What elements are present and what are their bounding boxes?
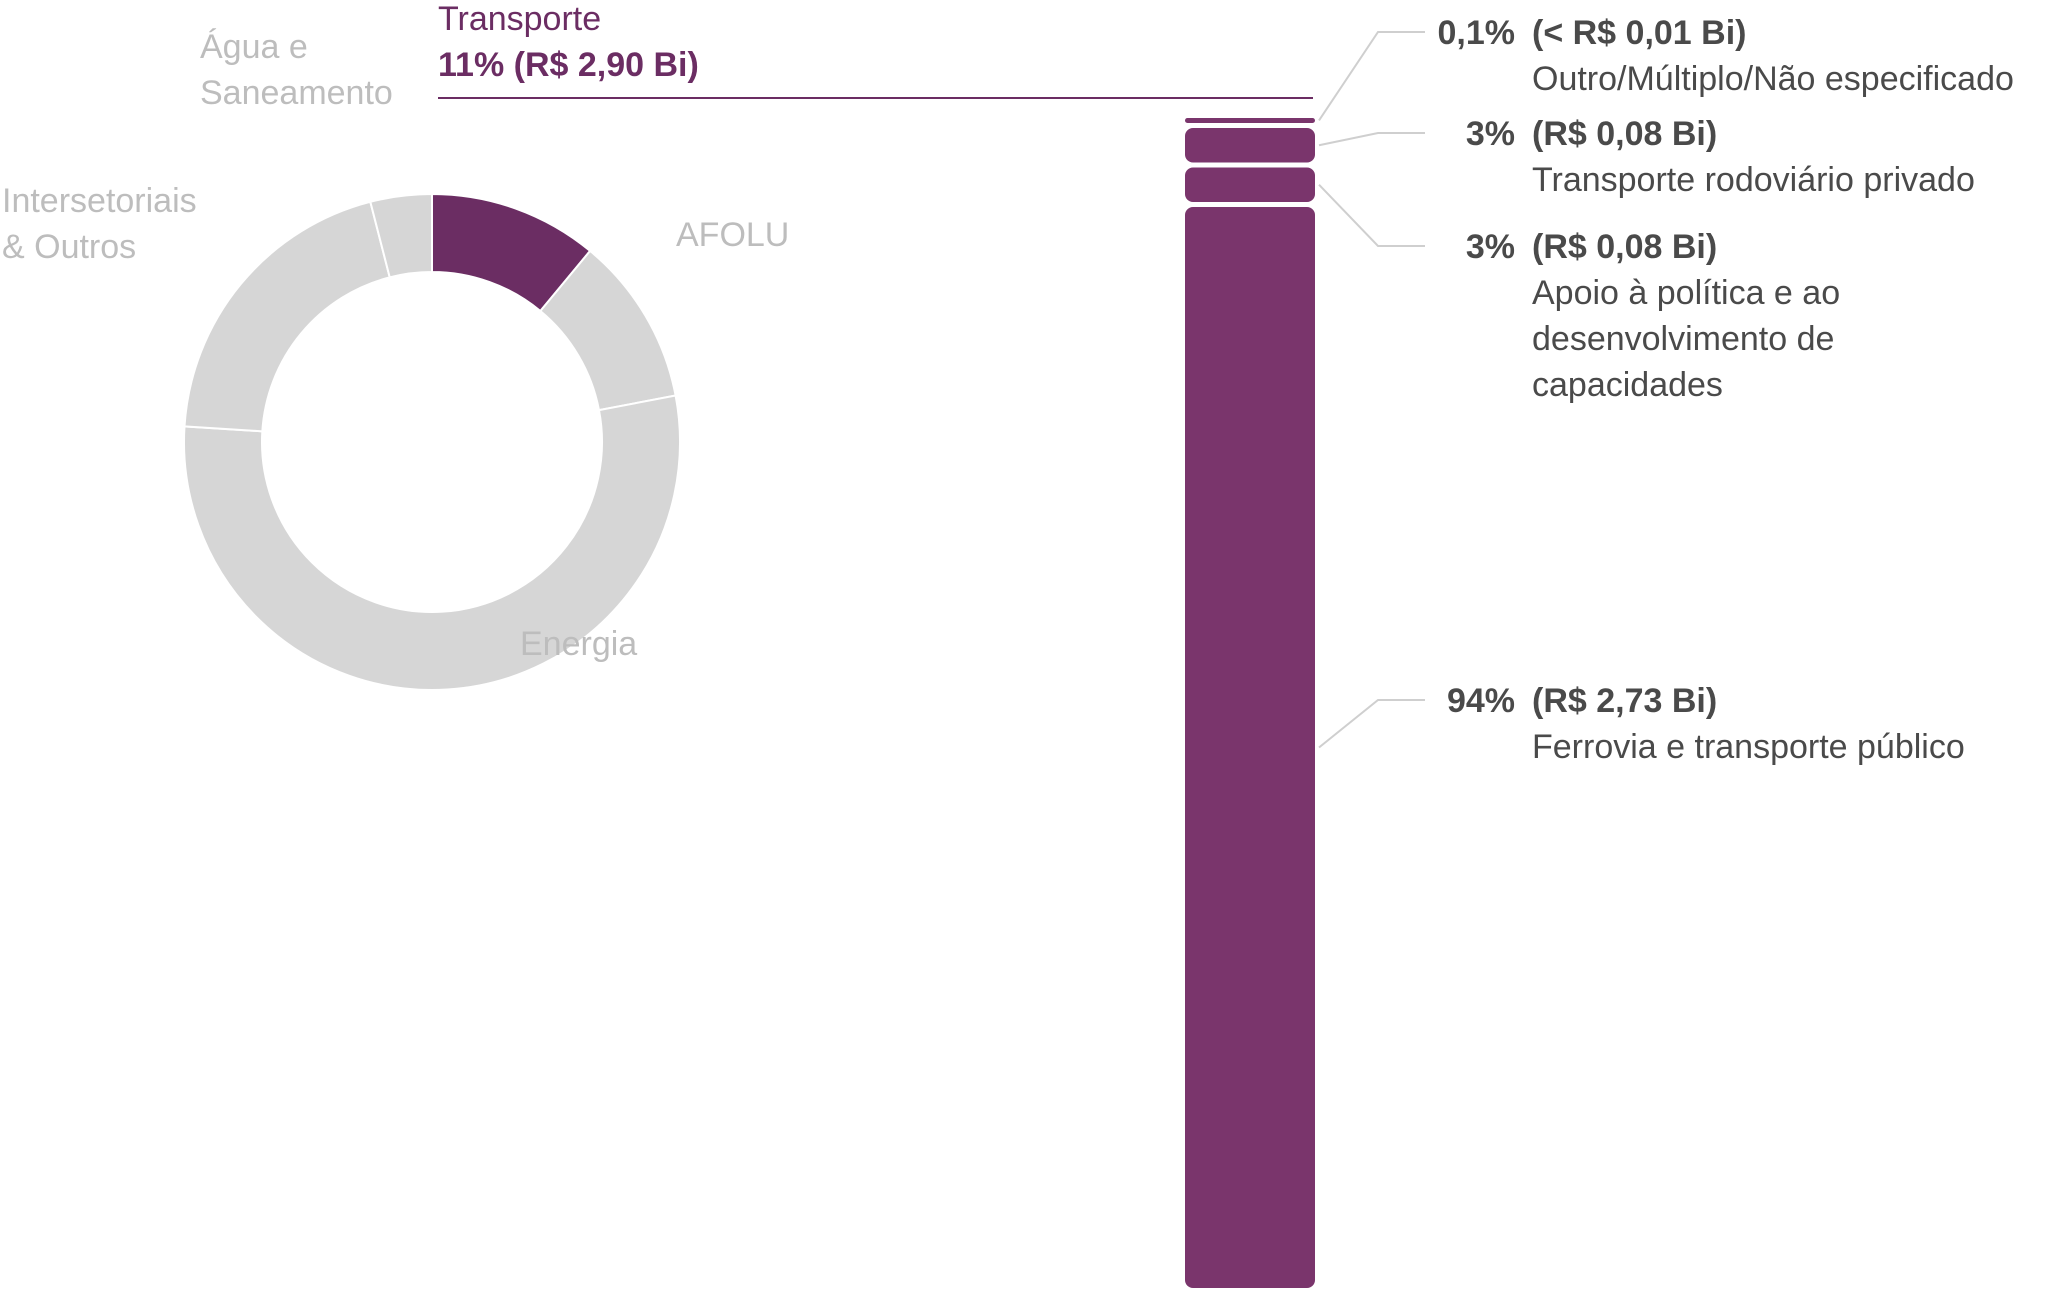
segment-pct-2: 3% [1466,115,1515,153]
segment-pct-3: 3% [1466,228,1515,266]
bar-segment-4 [1185,206,1315,1289]
label-intersetoriais-line1: Intersetoriais [2,182,197,220]
segment-connector-3 [1318,184,1425,247]
segment-description-3-line-3: capacidades [1532,366,1723,404]
segment-description-3-line-2: desenvolvimento de [1532,320,1834,358]
transport-stacked-bar [1185,118,1315,1289]
label-afolu: AFOLU [676,216,789,254]
segment-value-4: (R$ 2,73 Bi) [1532,682,1717,720]
segment-value-3: (R$ 0,08 Bi) [1532,228,1717,266]
segment-description-1-line-1: Outro/Múltiplo/Não especificado [1532,60,2014,98]
segment-pct-4: 94% [1447,682,1515,720]
label-transporte-name: Transporte [438,0,601,38]
donut-labels: Água e Saneamento Intersetoriais & Outro… [2,0,1313,663]
donut-slice-agua-e-saneamento [369,192,433,279]
bar-segment-2 [1185,127,1315,163]
segment-connector-2 [1318,132,1425,147]
label-agua-line1: Água e [200,28,308,66]
label-agua-line2: Saneamento [200,74,393,112]
label-energia: Energia [520,625,637,663]
segment-description-4-line-1: Ferrovia e transporte público [1532,728,1965,766]
segment-value-1: (< R$ 0,01 Bi) [1532,14,1746,52]
segment-connector-4 [1318,699,1425,749]
label-intersetoriais-line2: & Outros [2,228,136,266]
segment-connector-1 [1318,31,1425,122]
segment-value-2: (R$ 0,08 Bi) [1532,115,1717,153]
bar-segment-1 [1185,118,1315,123]
bar-segment-3 [1185,167,1315,202]
donut-slice-intersetoriais-outros [183,200,391,433]
label-transporte-value: 11% (R$ 2,90 Bi) [438,46,699,84]
segment-description-3-line-1: Apoio à política e ao [1532,274,1840,312]
donut-slice-energia [183,394,681,691]
transport-bar-labels: 0,1% (< R$ 0,01 Bi) Outro/Múltiplo/Não esp… [1318,14,2014,766]
sector-donut-chart [183,192,681,691]
segment-pct-1: 0,1% [1438,14,1516,52]
segment-description-2-line-1: Transporte rodoviário privado [1532,161,1975,199]
